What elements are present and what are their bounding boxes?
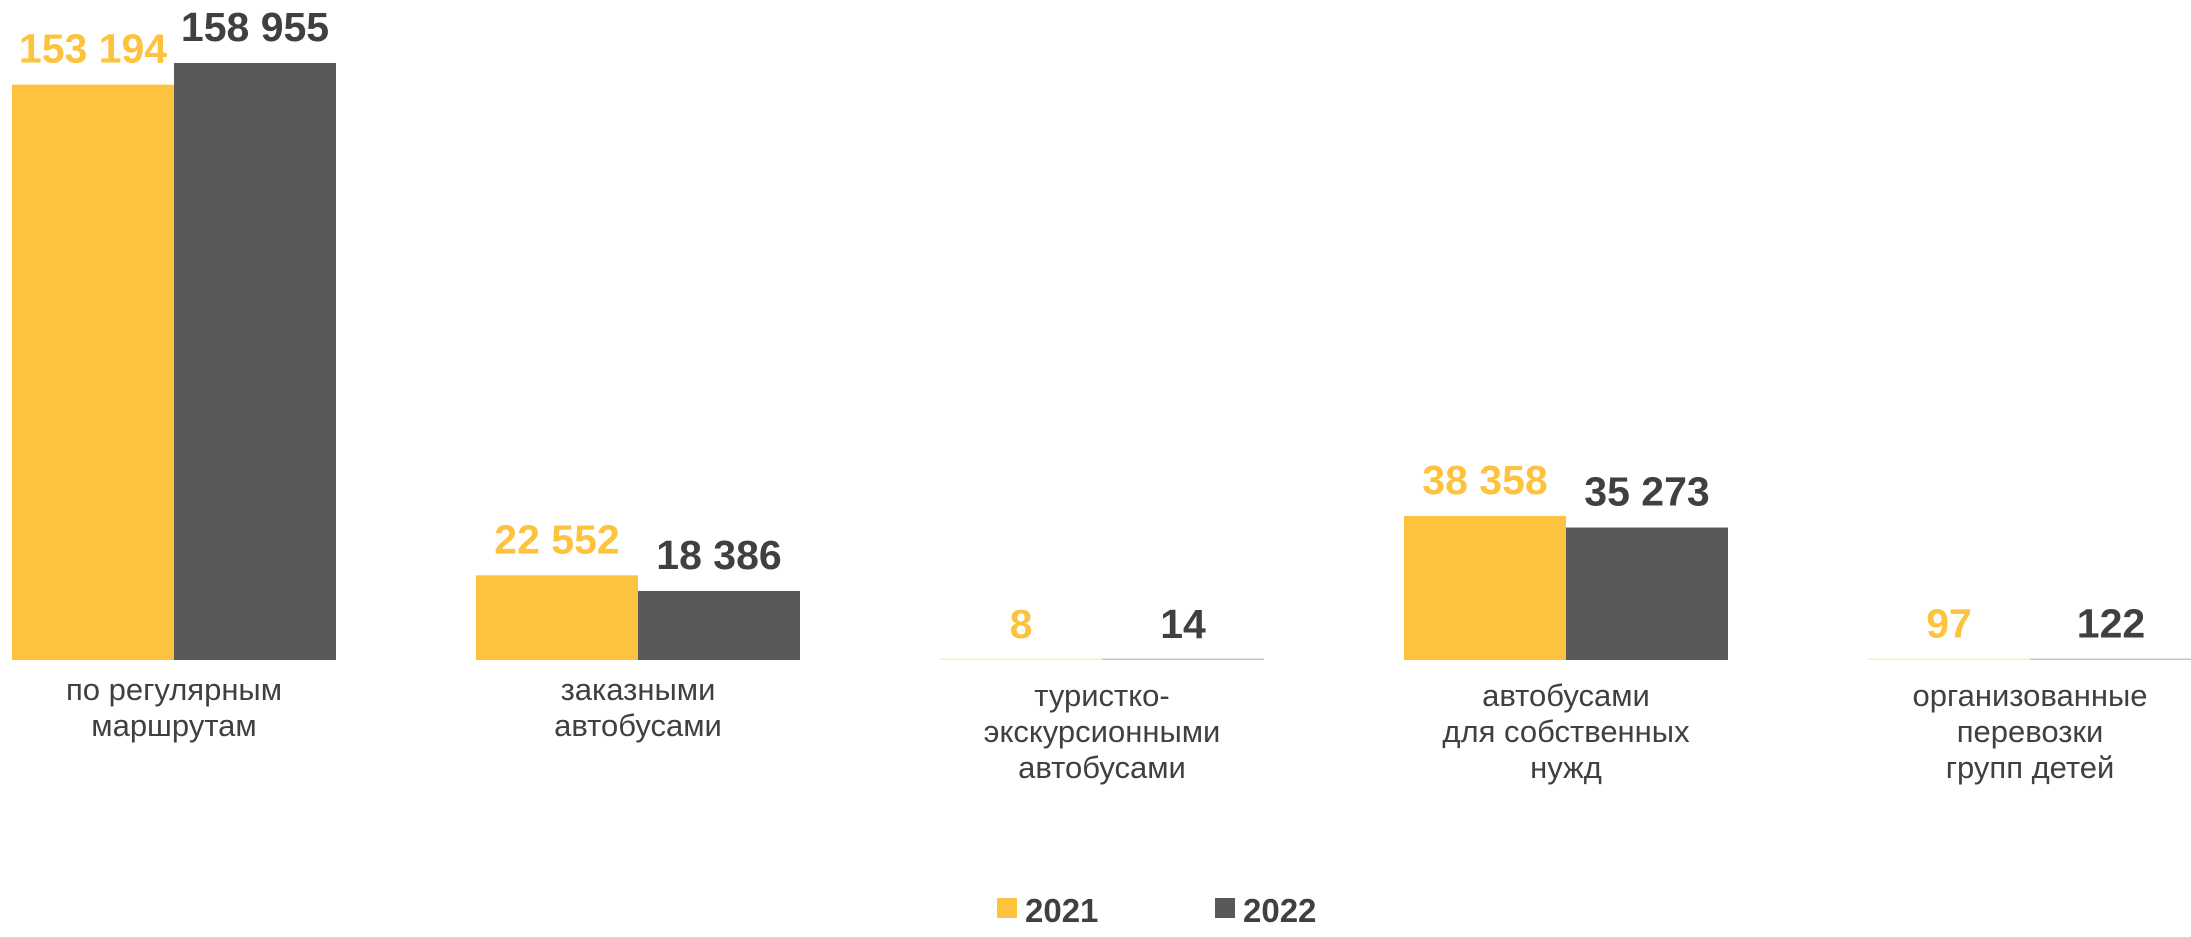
data-label-2022-0: 158 955: [181, 4, 329, 50]
category-label-3-0: автобусами: [1482, 678, 1650, 713]
data-label-2021-4: 97: [1926, 601, 1972, 647]
category-label-3-2: нужд: [1530, 750, 1602, 785]
data-label-2022-3: 35 273: [1584, 469, 1709, 515]
category-label-4-1: перевозки: [1957, 714, 2104, 749]
bar-2021-4: [1868, 658, 2030, 660]
data-label-2021-3: 38 358: [1422, 457, 1547, 503]
bar-2021-0: [12, 84, 174, 661]
legend-swatch-2022: [1215, 898, 1235, 918]
category-label-2-1: экскурсионными: [984, 714, 1221, 749]
category-label-0-1: маршрутам: [91, 708, 256, 743]
legend-swatch-2021: [997, 898, 1017, 918]
data-label-2022-2: 14: [1160, 601, 1206, 647]
category-label-2-2: автобусами: [1018, 750, 1186, 785]
category-label-2-0: туристко-: [1034, 678, 1169, 713]
bar-2022-2: [1102, 658, 1264, 660]
bar-2021-3: [1404, 515, 1566, 660]
data-label-2021-1: 22 552: [494, 516, 619, 562]
category-label-0-0: по регулярным: [66, 672, 282, 707]
legend-label-2022: 2022: [1243, 892, 1316, 929]
category-label-1-0: заказными: [561, 672, 716, 707]
bar-2022-3: [1566, 527, 1728, 660]
bar-2022-0: [174, 63, 336, 660]
legend-label-2021: 2021: [1025, 892, 1098, 929]
bar-2022-1: [638, 590, 800, 660]
data-label-2022-4: 122: [2077, 601, 2145, 647]
category-label-4-2: групп детей: [1946, 750, 2115, 785]
category-label-4-0: организованные: [1912, 678, 2147, 713]
bar-2021-1: [476, 575, 638, 660]
category-label-1-1: автобусами: [554, 708, 722, 743]
data-label-2021-2: 8: [1010, 601, 1033, 647]
category-label-3-1: для собственных: [1442, 714, 1690, 749]
data-label-2021-0: 153 194: [19, 26, 167, 72]
bar-2022-4: [2030, 658, 2191, 660]
data-label-2022-1: 18 386: [656, 532, 781, 578]
bar-2021-2: [940, 658, 1102, 660]
